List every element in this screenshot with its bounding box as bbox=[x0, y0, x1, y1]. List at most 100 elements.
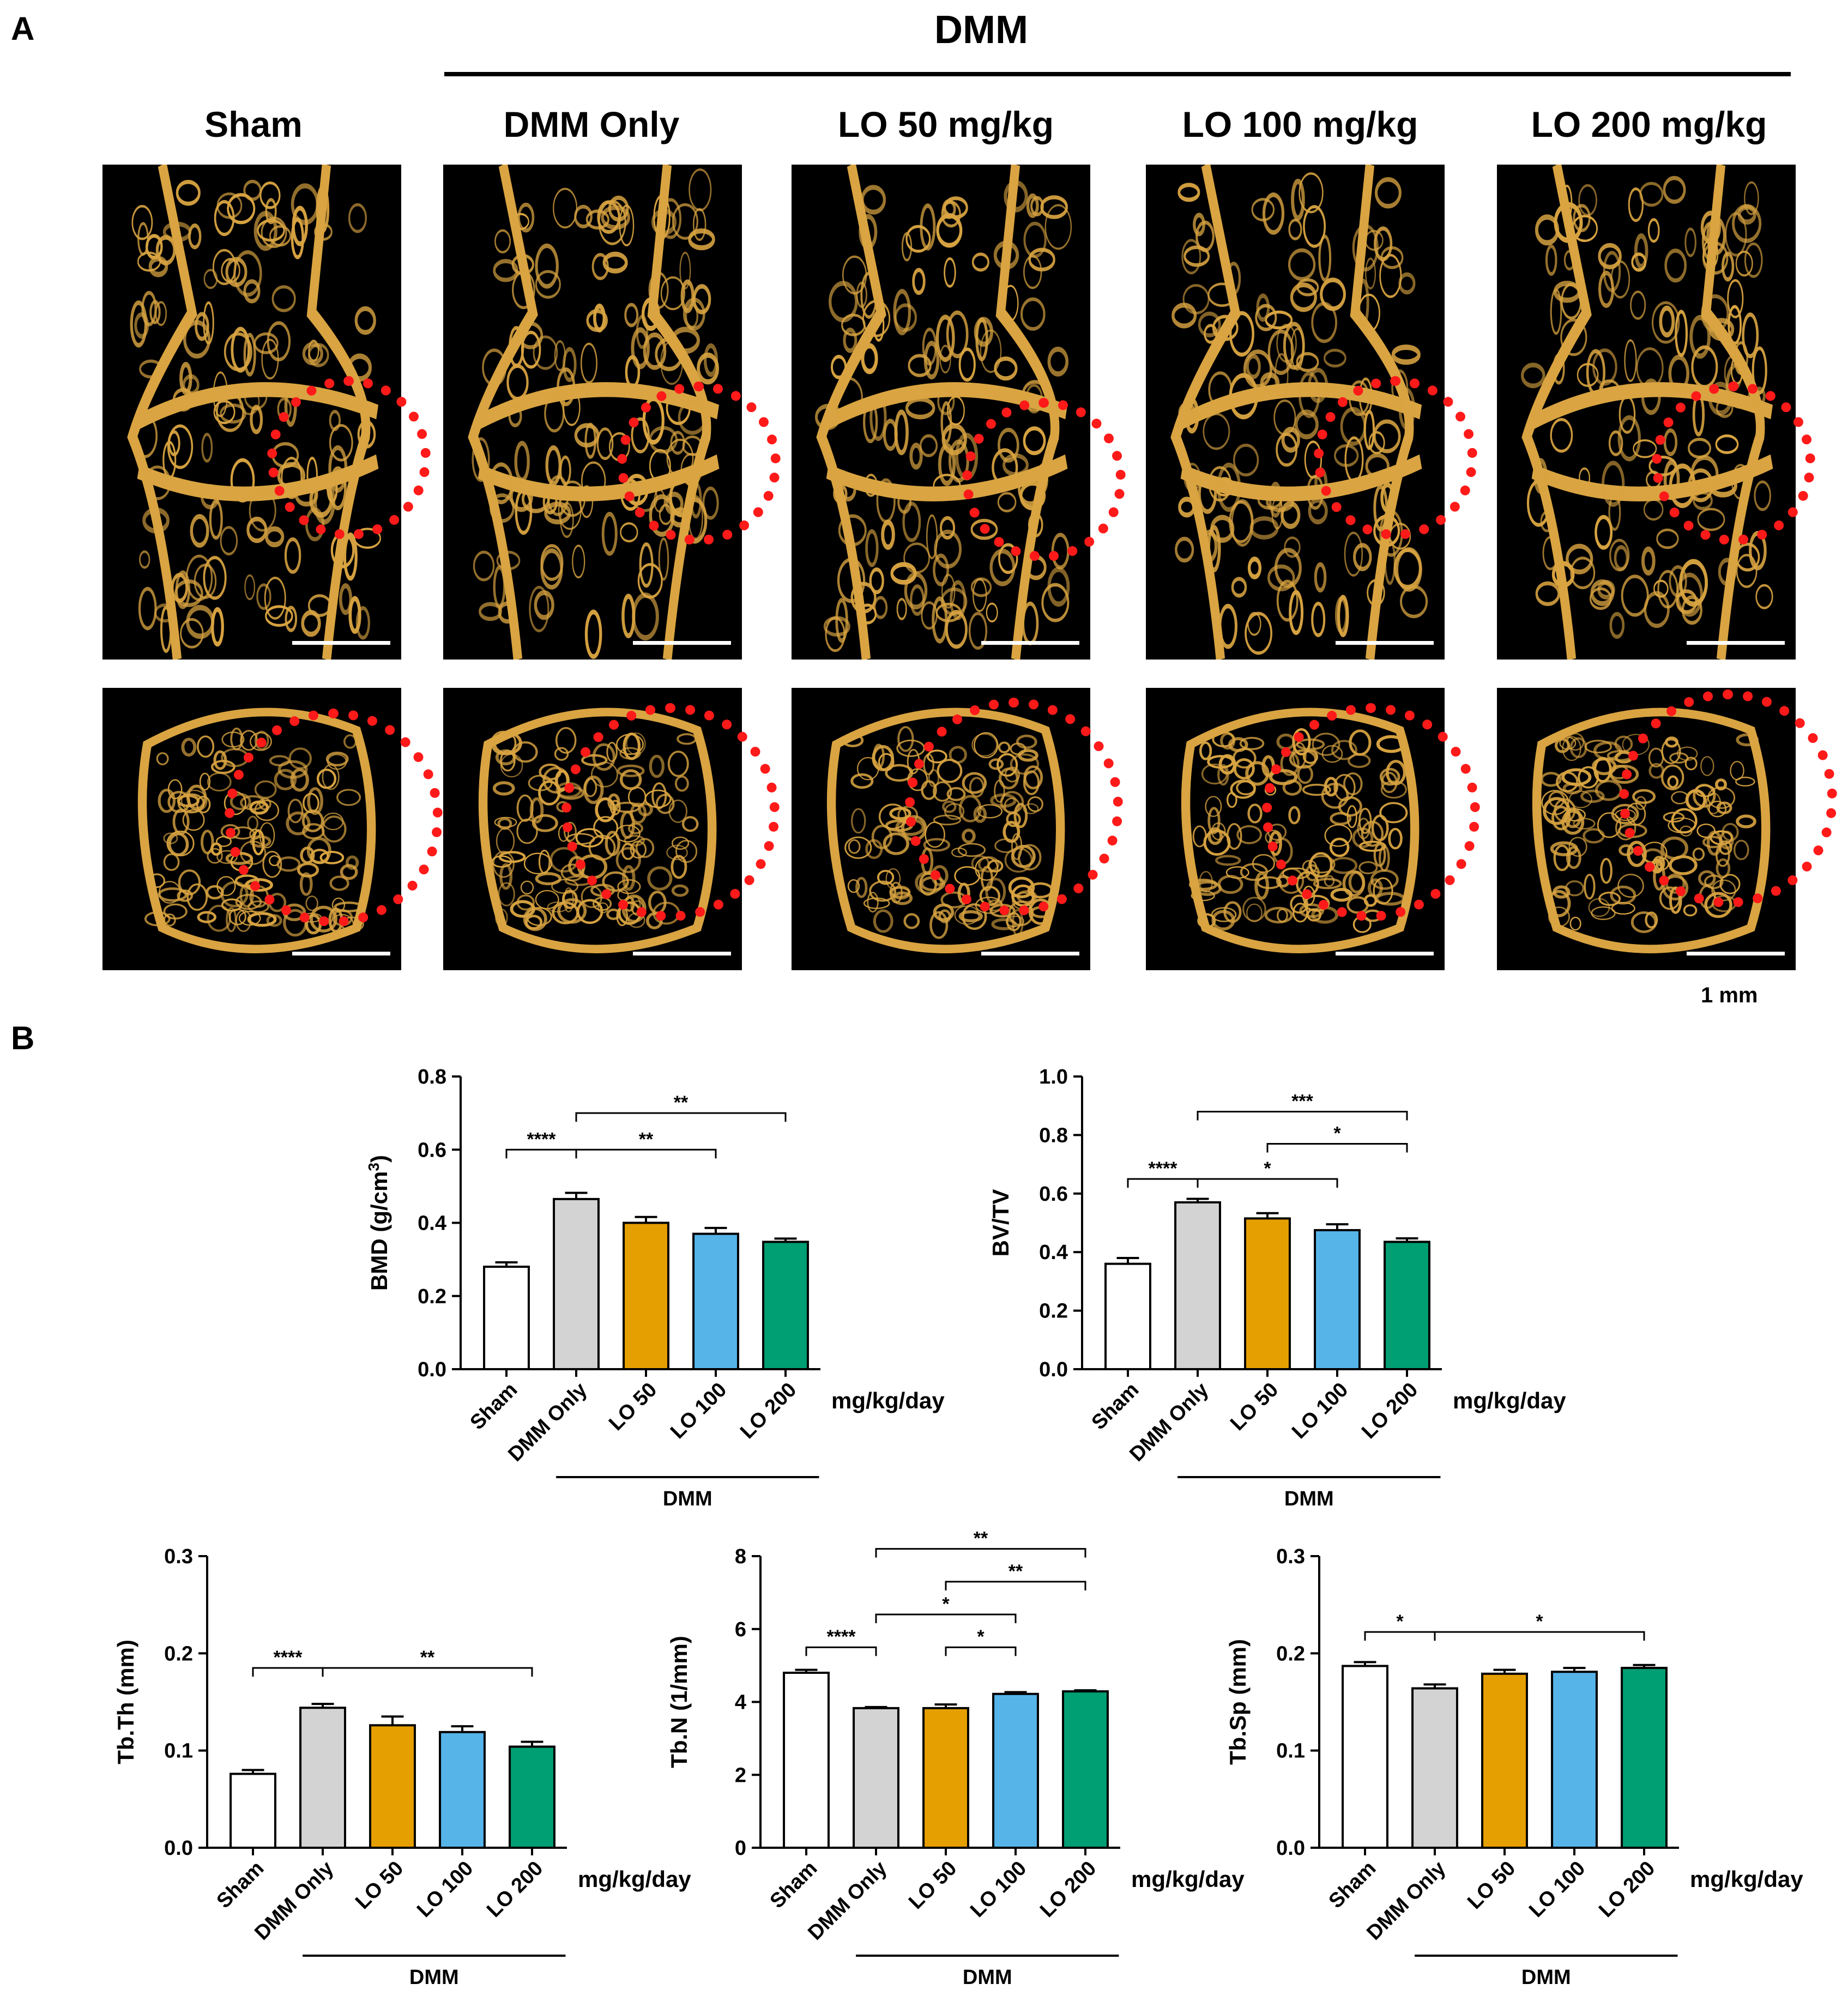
significance-bracket bbox=[945, 1581, 1086, 1590]
significance-bracket bbox=[805, 1646, 877, 1656]
significance-bracket bbox=[575, 1112, 787, 1122]
y-tick-label: 0.2 bbox=[418, 1285, 446, 1308]
bar bbox=[1342, 1665, 1388, 1849]
significance-label: * bbox=[1396, 1611, 1404, 1632]
scale-bar bbox=[633, 952, 731, 955]
significance-bracket bbox=[1197, 1110, 1408, 1121]
bar bbox=[299, 1707, 346, 1849]
significance-label: **** bbox=[274, 1647, 303, 1668]
column-title: LO 100 mg/kg bbox=[1182, 104, 1418, 144]
x-unit-label: mg/kg/day bbox=[1131, 1866, 1245, 1892]
bar bbox=[1551, 1671, 1598, 1849]
column-title: LO 200 mg/kg bbox=[1531, 104, 1767, 144]
significance-label: * bbox=[1536, 1611, 1543, 1632]
significance-bracket bbox=[875, 1613, 1017, 1623]
y-tick-label: 0.1 bbox=[1276, 1740, 1305, 1763]
y-tick-label: 0.4 bbox=[418, 1212, 446, 1235]
panel-b-letter: B bbox=[11, 1020, 35, 1056]
y-tick-label: 0.3 bbox=[1276, 1545, 1305, 1568]
scale-bar bbox=[292, 952, 390, 955]
bar bbox=[1314, 1229, 1361, 1371]
y-tick-label: 1.0 bbox=[1039, 1066, 1068, 1088]
significance-label: **** bbox=[1149, 1158, 1178, 1179]
group-label: DMM bbox=[963, 1966, 1012, 1989]
significance-label: * bbox=[1333, 1123, 1341, 1144]
bar bbox=[1621, 1667, 1668, 1849]
y-tick-label: 0.2 bbox=[1039, 1300, 1068, 1323]
scale-bar bbox=[1687, 952, 1785, 955]
x-unit-label: mg/kg/day bbox=[1453, 1388, 1566, 1413]
bar bbox=[1174, 1201, 1221, 1370]
y-tick-label: 0.8 bbox=[418, 1066, 446, 1088]
panel-a-letter: A bbox=[11, 10, 35, 47]
column-title: LO 50 mg/kg bbox=[837, 104, 1054, 144]
scale-bar bbox=[292, 641, 390, 645]
significance-label: ** bbox=[639, 1129, 654, 1150]
significance-label: * bbox=[942, 1594, 950, 1614]
group-label: DMM bbox=[1284, 1487, 1334, 1510]
y-tick-label: 2 bbox=[735, 1764, 746, 1787]
bar bbox=[1244, 1217, 1291, 1371]
y-tick-label: 0.0 bbox=[1039, 1358, 1068, 1381]
y-tick-label: 0 bbox=[735, 1837, 746, 1860]
y-tick-label: 0.2 bbox=[1276, 1642, 1305, 1665]
x-unit-label: mg/kg/day bbox=[1690, 1866, 1803, 1892]
significance-bracket bbox=[875, 1548, 1086, 1558]
bar bbox=[1411, 1687, 1458, 1849]
microct-sagittal-image bbox=[1146, 165, 1445, 660]
group-label: DMM bbox=[409, 1966, 459, 1989]
x-unit-label: mg/kg/day bbox=[831, 1388, 945, 1413]
y-axis-label: Tb.Th (mm) bbox=[113, 1640, 138, 1764]
x-tick-label: LO 50 bbox=[1463, 1857, 1520, 1914]
scale-bar bbox=[1336, 641, 1434, 645]
y-tick-label: 0.2 bbox=[164, 1642, 193, 1665]
significance-label: ** bbox=[974, 1528, 988, 1549]
bar bbox=[623, 1221, 669, 1370]
significance-bracket bbox=[1434, 1631, 1645, 1641]
y-axis-label: BMD (g/cm3) bbox=[365, 1155, 392, 1291]
scale-bar bbox=[1687, 641, 1785, 645]
y-tick-label: 0.6 bbox=[1039, 1183, 1068, 1206]
scale-bar bbox=[1336, 952, 1434, 955]
y-tick-label: 0.0 bbox=[418, 1358, 446, 1381]
y-tick-label: 0.4 bbox=[1039, 1241, 1068, 1264]
group-label: DMM bbox=[663, 1487, 712, 1510]
x-tick-label: Sham bbox=[1324, 1857, 1380, 1913]
y-axis-label: BV/TV bbox=[988, 1189, 1013, 1257]
bar bbox=[483, 1266, 530, 1371]
panel-a-group-title: DMM bbox=[934, 8, 1028, 52]
bar bbox=[439, 1731, 486, 1849]
y-tick-label: 0.0 bbox=[164, 1837, 193, 1860]
column-title: Sham bbox=[204, 104, 303, 144]
significance-bracket bbox=[1197, 1178, 1338, 1188]
bar bbox=[509, 1745, 555, 1849]
y-axis-label: Tb.Sp (mm) bbox=[1225, 1639, 1251, 1765]
significance-label: ** bbox=[420, 1647, 435, 1668]
significance-bracket bbox=[1364, 1631, 1436, 1641]
significance-label: * bbox=[1264, 1158, 1271, 1179]
y-tick-label: 0.0 bbox=[1276, 1837, 1305, 1860]
y-tick-label: 4 bbox=[735, 1691, 746, 1714]
column-title: DMM Only bbox=[503, 104, 680, 144]
y-tick-label: 0.6 bbox=[418, 1139, 446, 1162]
y-tick-label: 6 bbox=[735, 1618, 746, 1641]
significance-label: **** bbox=[527, 1129, 557, 1150]
panel-a-group-line bbox=[444, 72, 1791, 76]
significance-label: * bbox=[977, 1626, 985, 1647]
y-axis-label-superscript: 3 bbox=[365, 1163, 382, 1171]
y-tick-label: 0.1 bbox=[164, 1740, 193, 1763]
significance-bracket bbox=[1266, 1143, 1408, 1153]
y-tick-label: 8 bbox=[735, 1545, 746, 1568]
x-unit-label: mg/kg/day bbox=[578, 1866, 691, 1892]
scale-label: 1 mm bbox=[1701, 983, 1758, 1007]
y-tick-label: 0.8 bbox=[1039, 1124, 1068, 1147]
significance-label: ** bbox=[1008, 1561, 1023, 1582]
group-label: DMM bbox=[1521, 1966, 1571, 1989]
x-tick-label: LO 200 bbox=[1595, 1857, 1659, 1922]
scale-bar bbox=[981, 641, 1079, 645]
scale-bar bbox=[633, 641, 731, 645]
